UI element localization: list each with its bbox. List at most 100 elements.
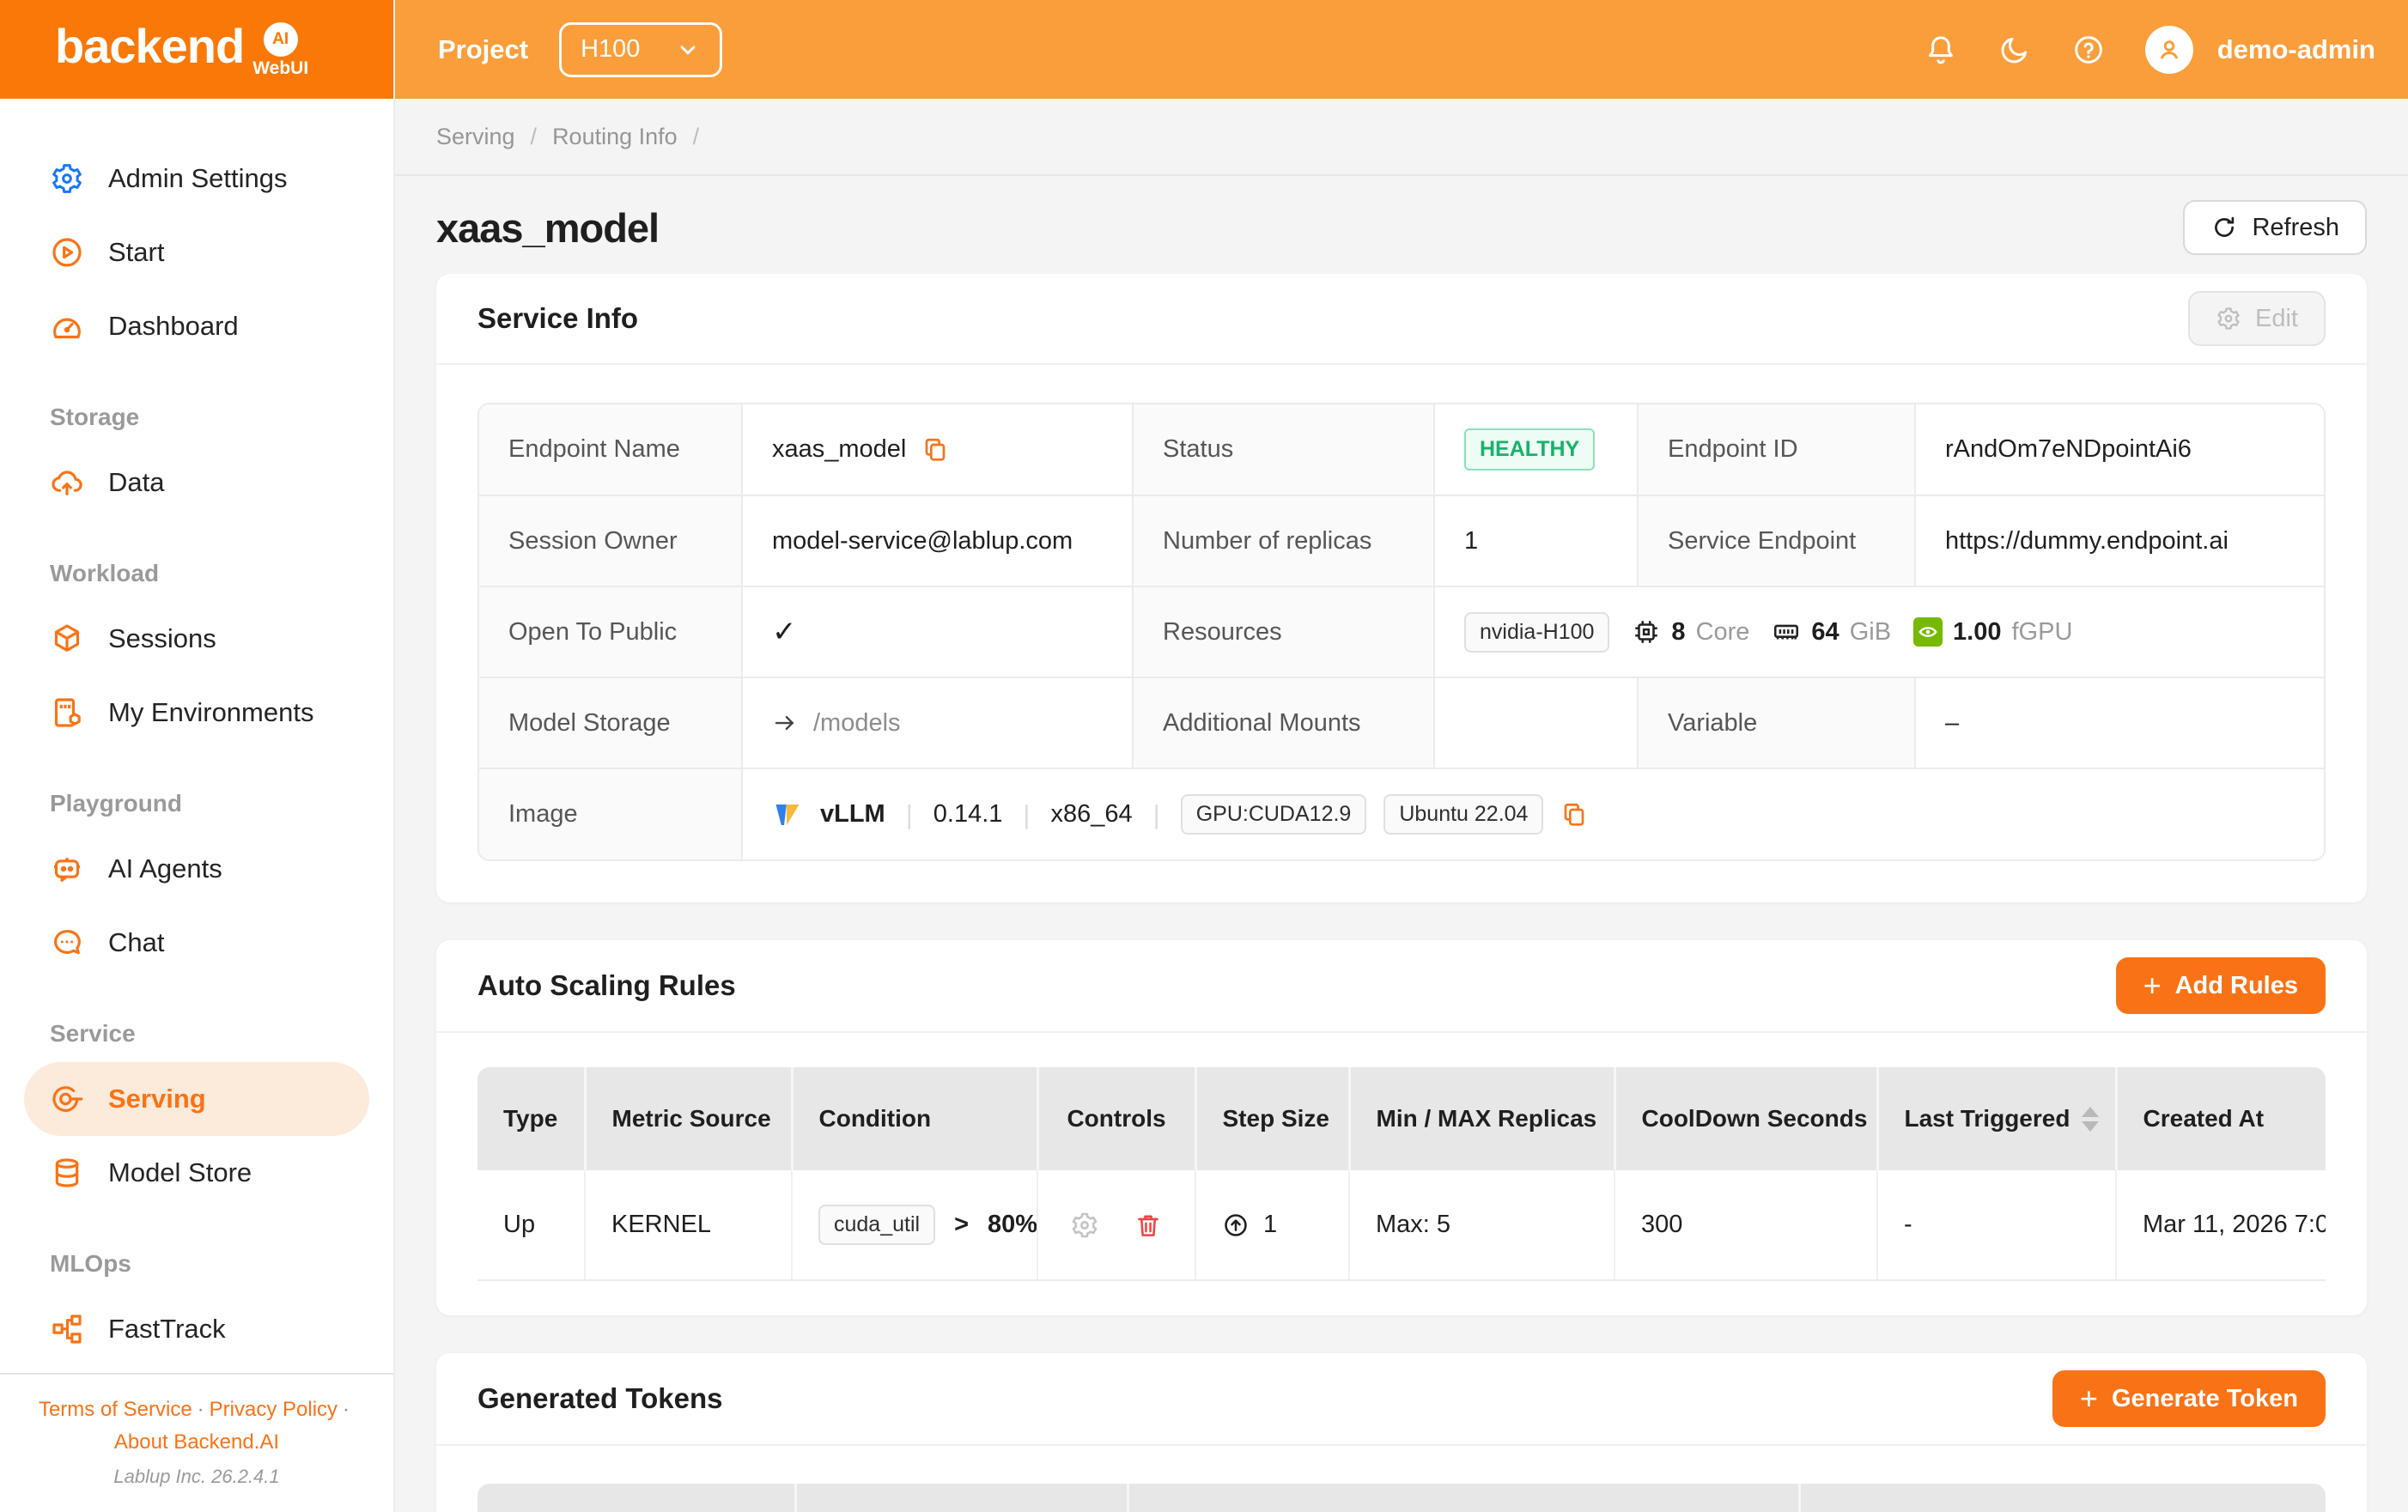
- divider: |: [905, 799, 913, 829]
- sidebar-nav: Admin Settings Start Dashboard Storage D…: [0, 99, 393, 1366]
- rule-condition: cuda_util > 80%: [792, 1170, 1038, 1281]
- sidebar-item-serving[interactable]: Serving: [24, 1062, 369, 1136]
- username-text[interactable]: demo-admin: [2216, 33, 2375, 64]
- brand-ai-badge: AI: [263, 21, 298, 57]
- project-select-value: H100: [581, 35, 641, 63]
- serving-endpoint-icon: [50, 1082, 84, 1116]
- sort-carets-icon[interactable]: [2082, 1106, 2100, 1132]
- col-token: Token: [477, 1484, 797, 1512]
- gauge-icon: [50, 309, 84, 343]
- image-cuda-tag: GPU:CUDA12.9: [1180, 794, 1367, 835]
- edit-label: Edit: [2255, 304, 2298, 332]
- copy-icon[interactable]: [921, 436, 949, 464]
- table-row: Image vLLM | 0.14.1 | x86_64 |: [479, 768, 2324, 859]
- status-badge: HEALTHY: [1464, 428, 1596, 471]
- copy-icon[interactable]: [1560, 801, 1588, 829]
- chat-bubble-icon: [50, 926, 84, 960]
- user-avatar[interactable]: [2144, 25, 2193, 74]
- sidebar-item-model-store[interactable]: Model Store: [24, 1136, 369, 1210]
- table-header-row: Token Status Expiration Date Create: [477, 1484, 2326, 1512]
- breadcrumb-routing-info[interactable]: Routing Info: [552, 123, 678, 149]
- sidebar-item-label: FastTrack: [108, 1314, 226, 1344]
- image-version: 0.14.1: [933, 800, 1003, 828]
- image-value: vLLM | 0.14.1 | x86_64 | GPU:CUDA12.9 Ub…: [742, 768, 2324, 859]
- sidebar-item-label: Start: [108, 237, 165, 267]
- rule-step-size: 1: [1195, 1170, 1350, 1281]
- sidebar-item-my-environments[interactable]: My Environments: [24, 676, 369, 750]
- sidebar-item-chat[interactable]: Chat: [24, 906, 369, 980]
- delete-rule-trash-icon[interactable]: [1134, 1211, 1163, 1240]
- sidebar-item-sessions[interactable]: Sessions: [24, 602, 369, 676]
- dark-mode-moon-icon[interactable]: [1998, 33, 2032, 67]
- refresh-label: Refresh: [2252, 213, 2339, 241]
- rule-min-max: Max: 5: [1349, 1170, 1615, 1281]
- sidebar-item-label: Admin Settings: [108, 163, 288, 193]
- col-cooldown: CoolDown Seconds: [1614, 1067, 1879, 1170]
- brand-product: WebUI: [252, 58, 309, 78]
- rule-controls: [1037, 1170, 1196, 1281]
- col-expiration-date[interactable]: Expiration Date: [1128, 1484, 1801, 1512]
- generate-token-label: Generate Token: [2111, 1384, 2298, 1412]
- generated-tokens-card: Generated Tokens + Generate Token Token …: [436, 1353, 2367, 1512]
- table-row: Endpoint Name xaas_model Status HEALTHY …: [479, 404, 2324, 496]
- reload-icon: [2210, 214, 2238, 241]
- project-select[interactable]: H100: [559, 21, 723, 77]
- add-rules-button[interactable]: + Add Rules: [2115, 957, 2326, 1014]
- sidebar-item-label: Chat: [108, 927, 165, 957]
- breadcrumb: Serving / Routing Info /: [395, 99, 2408, 176]
- robot-icon: [50, 852, 84, 886]
- edit-rule-gear-icon[interactable]: [1070, 1211, 1099, 1240]
- sidebar-item-ai-agents[interactable]: AI Agents: [24, 832, 369, 906]
- col-token-created-at[interactable]: Created At: [1799, 1484, 2326, 1512]
- sidebar-item-data[interactable]: Data: [24, 446, 369, 519]
- session-owner-value: model-service@lablup.com: [742, 495, 1134, 587]
- edit-button[interactable]: Edit: [2188, 291, 2326, 346]
- service-endpoint-value: https://dummy.endpoint.ai: [1915, 495, 2324, 587]
- generate-token-button[interactable]: + Generate Token: [2052, 1370, 2326, 1427]
- service-endpoint-label: Service Endpoint: [1638, 495, 1916, 587]
- breadcrumb-serving[interactable]: Serving: [436, 123, 515, 149]
- sidebar-item-admin-settings[interactable]: Admin Settings: [24, 142, 369, 216]
- sidebar-item-label: Data: [108, 467, 165, 497]
- vllm-logo-icon: [772, 799, 803, 830]
- status-label: Status: [1133, 404, 1435, 496]
- sidebar-item-dashboard[interactable]: Dashboard: [24, 289, 369, 363]
- pipeline-icon: [50, 1312, 84, 1346]
- sidebar-item-fasttrack[interactable]: FastTrack: [24, 1292, 369, 1366]
- brand-logo[interactable]: backend AI WebUI: [0, 0, 393, 99]
- sidebar-item-start[interactable]: Start: [24, 216, 369, 289]
- refresh-button[interactable]: Refresh: [2183, 200, 2367, 255]
- generated-tokens-title: Generated Tokens: [477, 1382, 723, 1414]
- col-type: Type: [477, 1067, 587, 1170]
- about-backendai-link[interactable]: About Backend.AI: [113, 1430, 280, 1454]
- resources-value: nvidia-H100 8 Core 64: [1434, 586, 2324, 678]
- replicas-label: Number of replicas: [1133, 495, 1435, 587]
- project-label: Project: [438, 33, 529, 64]
- endpoint-id-value: rAndOm7eNDpointAi6: [1915, 404, 2324, 496]
- col-created-at: Created At: [2116, 1067, 2326, 1170]
- gear-icon: [50, 161, 84, 196]
- sidebar-section-service: Service: [50, 1020, 136, 1047]
- open-to-public-label: Open To Public: [479, 586, 743, 678]
- cpu-chip-icon: [1632, 617, 1661, 647]
- notifications-bell-icon[interactable]: [1924, 33, 1958, 67]
- rule-cooldown: 300: [1614, 1170, 1878, 1281]
- image-runtime: vLLM: [820, 800, 885, 828]
- rule-created-at: Mar 11, 2026 7:02: [2116, 1170, 2326, 1281]
- col-last-triggered[interactable]: Last Triggered: [1877, 1067, 2118, 1170]
- version-text: Lablup Inc. 26.2.4.1: [113, 1466, 280, 1487]
- privacy-policy-link[interactable]: Privacy Policy: [209, 1398, 338, 1421]
- divider: |: [1152, 799, 1160, 829]
- col-step-size: Step Size: [1195, 1067, 1351, 1170]
- terms-of-service-link[interactable]: Terms of Service: [38, 1398, 192, 1421]
- table-row: Model Storage /models Additional Mounts …: [479, 677, 2324, 769]
- add-rules-label: Add Rules: [2174, 971, 2298, 999]
- sidebar-section-mlops: MLOps: [50, 1250, 131, 1277]
- nvidia-gpu-icon: [1913, 617, 1943, 647]
- sidebar-item-label: Sessions: [108, 623, 216, 653]
- help-question-icon[interactable]: [2071, 33, 2106, 67]
- auto-scaling-title: Auto Scaling Rules: [477, 969, 736, 1001]
- status-value: HEALTHY: [1434, 404, 1639, 496]
- sidebar: backend AI WebUI Admin Settings Start Da…: [0, 0, 395, 1512]
- table-row: Open To Public ✓ Resources nvidia-H100 8…: [479, 586, 2324, 678]
